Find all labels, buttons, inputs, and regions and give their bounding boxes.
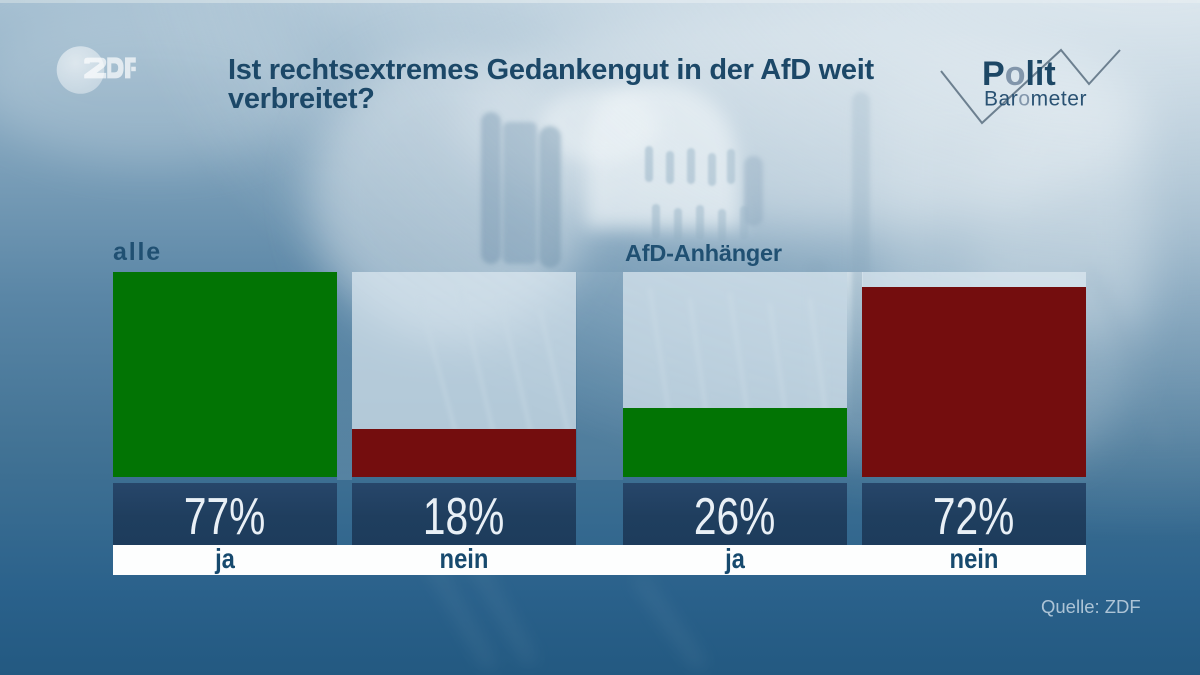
svg-text:Polit: Polit — [982, 55, 1056, 93]
svg-text:Barometer: Barometer — [984, 88, 1087, 111]
